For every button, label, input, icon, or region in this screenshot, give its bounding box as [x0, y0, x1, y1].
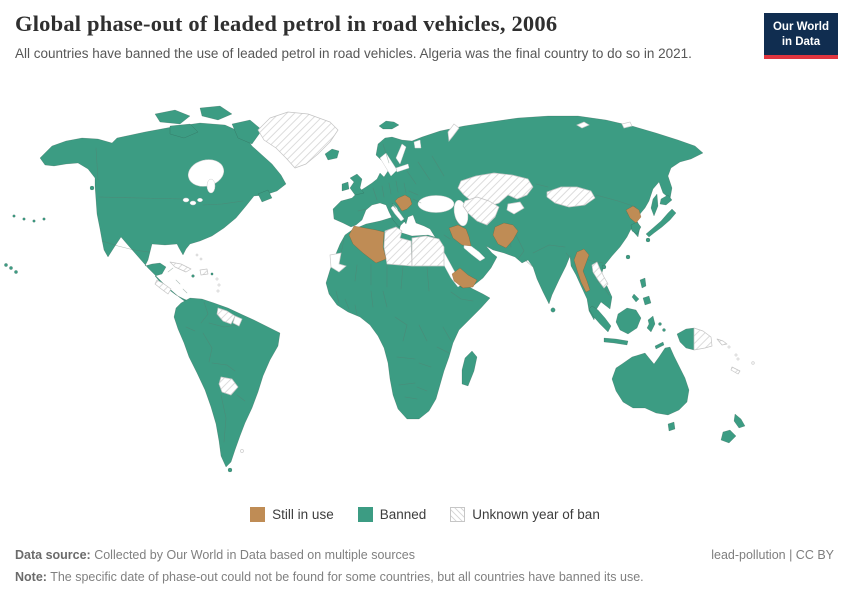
country-paraguay[interactable]	[218, 376, 239, 396]
hawaii[interactable]	[4, 263, 18, 274]
region-guyana-suriname[interactable]	[216, 307, 236, 325]
black-sea	[417, 195, 455, 213]
data-source-text: Collected by Our World in Data based on …	[90, 548, 415, 562]
world-map	[0, 95, 850, 507]
country-north-korea[interactable]	[625, 205, 642, 224]
country-united-kingdom[interactable]	[349, 173, 365, 196]
country-north-america[interactable]	[39, 122, 287, 305]
island-jamaica[interactable]	[191, 274, 195, 278]
attribution[interactable]: lead-pollution | CC BY	[711, 548, 834, 562]
adriatic-sea	[390, 205, 405, 222]
island-svalbard[interactable]	[378, 120, 400, 130]
aleutian-islands[interactable]	[12, 214, 46, 223]
legend-swatch-unknown	[450, 507, 466, 522]
country-algeria[interactable]	[348, 225, 387, 264]
chart-header: Global phase-out of leaded petrol in roa…	[15, 11, 740, 65]
james-bay	[206, 178, 216, 194]
island-hainan[interactable]	[601, 264, 607, 270]
island-hispaniola[interactable]	[199, 268, 209, 276]
country-afghanistan[interactable]	[492, 222, 519, 249]
note-text: The specific date of phase-out could not…	[46, 569, 644, 584]
island-sumatra[interactable]	[588, 305, 612, 333]
country-ireland[interactable]	[341, 181, 350, 192]
country-greenland[interactable]	[257, 111, 339, 169]
legend-swatch-banned	[357, 507, 373, 522]
island-sri-lanka[interactable]	[550, 307, 556, 313]
legend-item-banned[interactable]: Banned	[357, 507, 427, 522]
novaya-zemlya	[447, 123, 460, 142]
falkland-islands[interactable]	[240, 449, 244, 453]
chart-title: Global phase-out of leaded petrol in roa…	[15, 11, 558, 36]
severnaya-zemlya	[576, 121, 633, 129]
legend-label-unknown: Unknown year of ban	[472, 507, 600, 522]
map-legend: Still in use Banned Unknown year of ban	[0, 507, 850, 522]
note-label: Note:	[15, 569, 47, 584]
banned-landmasses	[4, 105, 746, 473]
new-guinea-west[interactable]	[676, 327, 695, 351]
owid-logo-line1: Our World	[772, 21, 829, 33]
country-borders	[95, 143, 637, 443]
region-central-america-unknown[interactable]	[154, 279, 172, 295]
region-uzbekistan-turkmenistan[interactable]	[462, 196, 500, 226]
country-iraq[interactable]	[448, 224, 472, 247]
legend-label-still-in-use: Still in use	[272, 507, 334, 522]
note-line: Note: The specific date of phase-out cou…	[15, 567, 834, 589]
country-australia[interactable]	[611, 346, 690, 416]
legend-label-banned: Banned	[379, 507, 427, 522]
country-iceland[interactable]	[324, 148, 340, 161]
island-puerto-rico[interactable]	[210, 272, 214, 276]
unknown-year-countries	[154, 111, 755, 453]
country-myanmar[interactable]	[573, 248, 591, 293]
island-borneo[interactable]	[615, 307, 642, 335]
pacific-islands-unknown[interactable]	[716, 338, 755, 375]
still-in-use-countries	[348, 194, 642, 293]
island-sakhalin[interactable]	[650, 193, 659, 217]
island-java[interactable]	[603, 337, 629, 346]
country-egypt[interactable]	[411, 235, 445, 267]
island-vancouver[interactable]	[89, 185, 95, 191]
owid-logo[interactable]: Our World in Data	[763, 13, 838, 59]
world-map-svg	[4, 105, 755, 473]
tierra-del-fuego[interactable]	[227, 467, 233, 473]
data-source-line: Data source: Collected by Our World in D…	[15, 545, 415, 567]
country-yemen[interactable]	[451, 267, 478, 289]
country-new-zealand[interactable]	[720, 413, 746, 444]
baltic-sea	[379, 143, 410, 177]
country-libya[interactable]	[383, 226, 413, 267]
country-mongolia[interactable]	[546, 186, 596, 208]
legend-swatch-still-in-use	[250, 507, 266, 522]
chart-footer: Data source: Collected by Our World in D…	[15, 545, 834, 589]
country-cuba[interactable]	[169, 261, 192, 273]
persian-gulf	[463, 243, 486, 262]
legend-item-unknown[interactable]: Unknown year of ban	[450, 507, 600, 522]
island-kyushu[interactable]	[645, 237, 651, 243]
legend-item-still-in-use[interactable]: Still in use	[250, 507, 334, 522]
great-lakes	[182, 197, 203, 206]
country-papua-new-guinea[interactable]	[693, 327, 713, 351]
data-source-label: Data source:	[15, 548, 91, 562]
island-newfoundland[interactable]	[257, 189, 273, 203]
region-serbia-bosnia[interactable]	[394, 194, 413, 212]
owid-logo-line2: in Data	[781, 35, 821, 48]
country-japan[interactable]	[645, 194, 677, 238]
country-laos[interactable]	[591, 261, 609, 289]
country-philippines[interactable]	[631, 277, 652, 306]
moluccas-timor[interactable]	[654, 322, 666, 350]
white-sea	[413, 139, 422, 149]
island-madagascar[interactable]	[461, 350, 478, 387]
lesser-antilles[interactable]	[195, 253, 221, 293]
island-tasmania[interactable]	[667, 421, 676, 432]
region-kyrgyzstan-tajikistan[interactable]	[506, 201, 525, 215]
island-sulawesi[interactable]	[646, 315, 656, 333]
country-western-sahara[interactable]	[329, 252, 347, 273]
canada-arctic-islands[interactable]	[154, 105, 263, 145]
chart-subtitle: All countries have banned the use of lea…	[15, 46, 692, 61]
french-guiana[interactable]	[232, 315, 243, 327]
island-taiwan[interactable]	[625, 254, 631, 260]
